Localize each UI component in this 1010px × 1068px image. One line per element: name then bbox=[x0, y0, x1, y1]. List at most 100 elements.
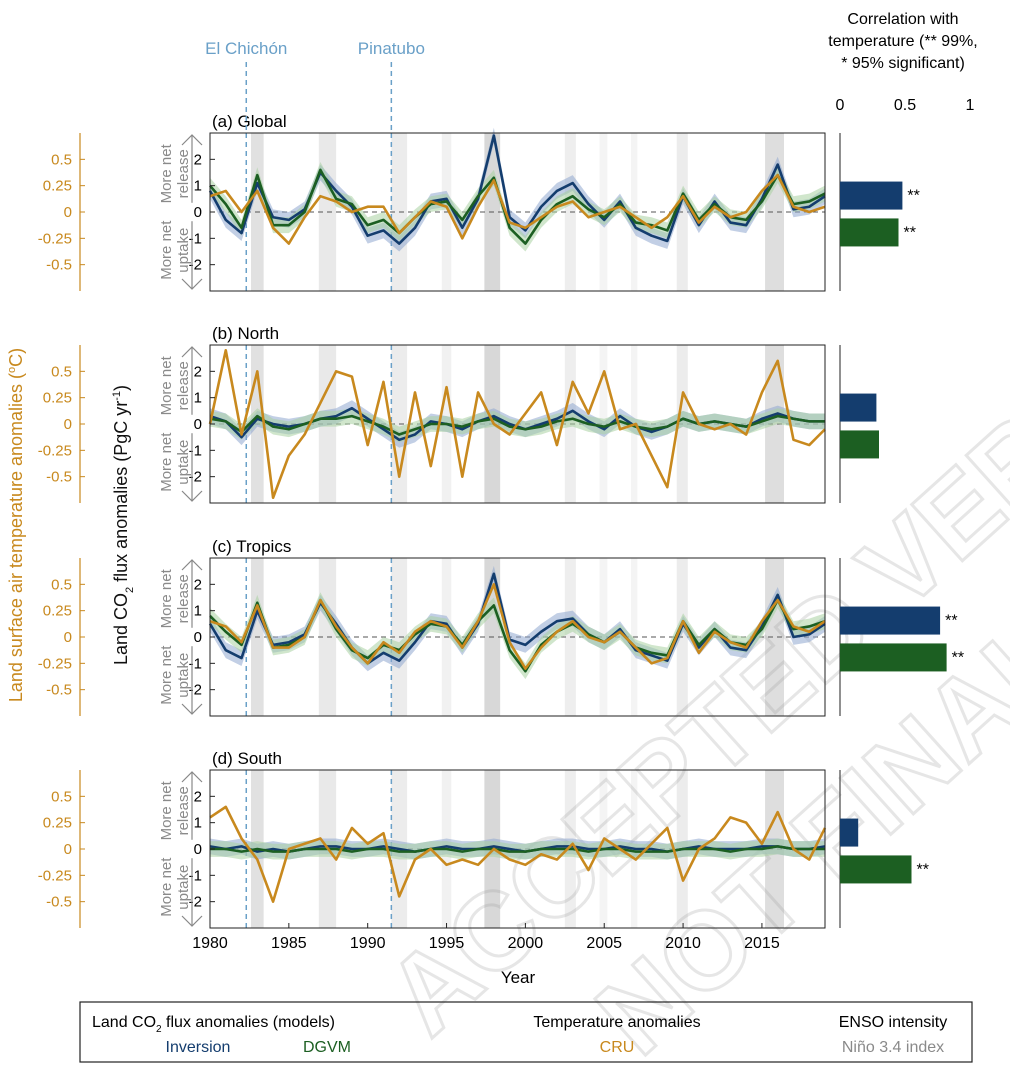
legend-enso-title: ENSO intensity bbox=[839, 1014, 947, 1031]
dgvm-correlation-bar bbox=[840, 430, 879, 459]
uptake-arrow-head bbox=[181, 278, 203, 290]
cru-series-line bbox=[209, 805, 827, 903]
flux-tick-label: 2 bbox=[194, 788, 202, 805]
event-label-pinatubo: Pinatubo bbox=[358, 39, 425, 58]
temperature-tick-label: -0.5 bbox=[46, 894, 72, 911]
flux-tick-label: 1 bbox=[194, 815, 202, 832]
release-label-line: More net bbox=[158, 780, 175, 840]
release-label: More netrelease bbox=[158, 143, 192, 203]
temperature-tick-label: 0.25 bbox=[43, 815, 72, 832]
release-label-line: More net bbox=[158, 355, 175, 415]
temperature-tick-label: 0 bbox=[64, 416, 72, 433]
x-axis: 1980 1985 1990 1995 2000 2005 2010 2015 bbox=[192, 923, 780, 952]
correlation-tick-label: 1 bbox=[966, 97, 975, 114]
flux-tick-label: 1 bbox=[194, 390, 202, 407]
dgvm-correlation-bar bbox=[840, 855, 912, 884]
uptake-arrow-head bbox=[181, 703, 203, 715]
dgvm-correlation-bar bbox=[840, 643, 947, 672]
uptake-label-line: uptake bbox=[175, 653, 192, 698]
legend: Land CO2 flux anomalies (models) Inversi… bbox=[79, 1001, 973, 1063]
legend-models-b: flux anomalies (models) bbox=[162, 1014, 335, 1031]
uptake-label-line: More net bbox=[158, 220, 175, 280]
x-tick-label: 2015 bbox=[744, 935, 780, 952]
x-axis-label: Year bbox=[501, 968, 536, 987]
legend-models-a: Land CO bbox=[92, 1014, 156, 1031]
correlation-tick-label: 0 bbox=[836, 97, 845, 114]
inversion-correlation-bar bbox=[840, 393, 877, 422]
correlation-axis-ticks: 0 0.5 1 bbox=[836, 97, 975, 114]
legend-dgvm: DGVM bbox=[303, 1039, 351, 1056]
temperature-tick-label: -0.25 bbox=[38, 867, 72, 884]
legend-temperature-title: Temperature anomalies bbox=[533, 1014, 700, 1031]
release-arrow-head bbox=[181, 134, 203, 146]
correlation-title-line-3: * 95% significant) bbox=[841, 55, 965, 72]
uptake-label: More netuptake bbox=[158, 432, 192, 492]
release-label-line: release bbox=[175, 361, 192, 410]
release-label-line: release bbox=[175, 149, 192, 198]
panel-label: (b) North bbox=[212, 324, 279, 343]
uptake-label-line: uptake bbox=[175, 228, 192, 273]
correlation-title-line-1: Correlation with bbox=[847, 11, 958, 28]
left-temperature-axis-label: Land surface air temperature anomalies (… bbox=[6, 348, 26, 702]
flux-tick-label: 2 bbox=[194, 363, 202, 380]
event-label-el-chichon: El Chichón bbox=[205, 39, 287, 58]
flux-tick-label: 2 bbox=[194, 576, 202, 593]
x-tick-label: 1990 bbox=[350, 935, 386, 952]
x-tick-label: 2000 bbox=[508, 935, 544, 952]
temperature-tick-label: 0.5 bbox=[51, 788, 72, 805]
legend-enso-index: Niño 3.4 index bbox=[842, 1039, 944, 1056]
flux-label-a: Land CO bbox=[111, 593, 131, 665]
release-label-line: release bbox=[175, 574, 192, 623]
temperature-tick-label: 0.5 bbox=[51, 576, 72, 593]
flux-tick-label: 0 bbox=[194, 841, 202, 858]
dgvm-correlation-bar bbox=[840, 218, 899, 247]
panel-label: (d) South bbox=[212, 749, 282, 768]
release-label-line: release bbox=[175, 786, 192, 835]
release-label: More netrelease bbox=[158, 355, 192, 415]
panel-label: (c) Tropics bbox=[212, 537, 291, 556]
flux-label-sub: 2 bbox=[124, 587, 136, 593]
event-label-connectors bbox=[245, 62, 393, 133]
flux-tick-label: 0 bbox=[194, 416, 202, 433]
temperature-tick-label: -0.25 bbox=[38, 655, 72, 672]
significance-marker: ** bbox=[952, 649, 964, 666]
flux-tick-label: 2 bbox=[194, 151, 202, 168]
x-tick-label: 1980 bbox=[192, 935, 228, 952]
uptake-arrow-head bbox=[181, 490, 203, 502]
legend-models-title: Land CO2 flux anomalies (models) bbox=[92, 1014, 335, 1035]
left-label-main: Land surface air temperature anomalies ( bbox=[6, 373, 26, 702]
inversion-correlation-bar bbox=[840, 818, 859, 847]
flux-tick-label: 0 bbox=[194, 629, 202, 646]
temperature-tick-label: 0.25 bbox=[43, 603, 72, 620]
temperature-tick-label: 0.5 bbox=[51, 151, 72, 168]
release-arrow-head bbox=[181, 771, 203, 783]
flux-tick-label: 1 bbox=[194, 178, 202, 195]
uptake-label: More netuptake bbox=[158, 645, 192, 705]
x-tick-label: 1995 bbox=[429, 935, 465, 952]
flux-label-sup: -1 bbox=[111, 391, 123, 401]
temperature-tick-label: 0 bbox=[64, 629, 72, 646]
temperature-tick-label: -0.5 bbox=[46, 682, 72, 699]
uptake-label-line: More net bbox=[158, 432, 175, 492]
release-label-line: More net bbox=[158, 568, 175, 628]
uptake-label-line: uptake bbox=[175, 440, 192, 485]
flux-axis-label: Land CO2 flux anomalies (PgC yr-1) bbox=[111, 385, 136, 665]
uptake-label-line: More net bbox=[158, 857, 175, 917]
temperature-tick-label: -0.25 bbox=[38, 442, 72, 459]
uptake-arrow-head bbox=[181, 915, 203, 927]
cru-series-line bbox=[208, 348, 826, 500]
legend-cru: CRU bbox=[600, 1039, 635, 1056]
flux-label-b: flux anomalies (PgC yr bbox=[111, 401, 131, 587]
release-label: More netrelease bbox=[158, 780, 192, 840]
left-label-degree: o bbox=[6, 367, 18, 373]
significance-marker: ** bbox=[917, 861, 929, 878]
temperature-tick-label: -0.25 bbox=[38, 230, 72, 247]
x-tick-label: 2010 bbox=[665, 935, 701, 952]
dgvm-uncertainty-band bbox=[210, 161, 825, 252]
significance-marker: ** bbox=[945, 613, 957, 630]
correlation-title-line-2: temperature (** 99%, bbox=[828, 33, 977, 50]
inversion-correlation-bar bbox=[840, 181, 903, 210]
